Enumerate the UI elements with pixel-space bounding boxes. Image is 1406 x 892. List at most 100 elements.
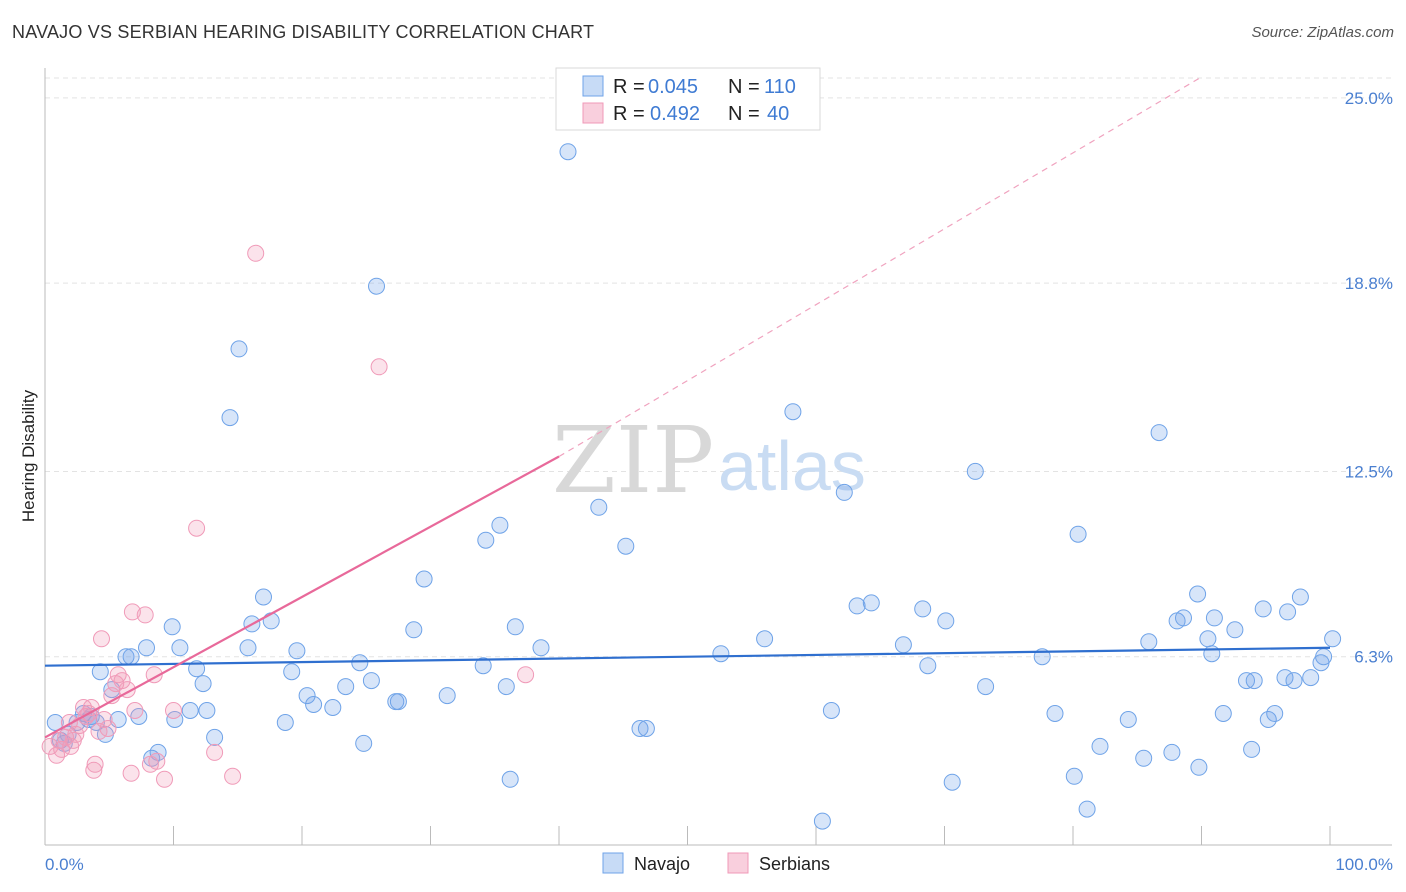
- serbians-point: [188, 519, 206, 537]
- navajo-point: [474, 657, 492, 675]
- navajo-point: [943, 773, 961, 791]
- navajo-point: [1226, 621, 1244, 639]
- navajo-point: [1091, 737, 1109, 755]
- serbians-trend-extension: [558, 76, 1202, 458]
- navajo-point: [351, 654, 369, 672]
- navajo-point: [1243, 740, 1261, 758]
- navajo-point: [1190, 758, 1208, 776]
- serbians-point: [85, 761, 103, 779]
- navajo-point: [977, 678, 995, 696]
- serbians-point: [93, 630, 110, 648]
- legend-serbians-r-value: 0.492: [650, 103, 700, 125]
- grid-lines: [45, 77, 1392, 658]
- navajo-point: [276, 714, 294, 731]
- serbians-point: [50, 731, 68, 749]
- navajo-point: [122, 648, 140, 666]
- y-tick-labels: 6.3% 12.5% 18.8% 25.0%: [1345, 89, 1393, 667]
- y-tick-label: 6.3%: [1354, 648, 1393, 667]
- navajo-point: [1214, 705, 1232, 722]
- navajo-point: [1205, 609, 1223, 627]
- bottom-legend-serbians-swatch: [727, 852, 749, 874]
- watermark-zip: ZIP: [552, 407, 714, 514]
- navajo-point: [324, 699, 342, 716]
- navajo-trend-line: [44, 646, 1331, 667]
- y-tick-label: 25.0%: [1345, 89, 1393, 108]
- serbians-point: [126, 702, 144, 719]
- navajo-point: [230, 340, 248, 358]
- navajo-point: [501, 770, 519, 788]
- legend-navajo-swatch: [582, 75, 604, 97]
- navajo-point: [138, 639, 155, 657]
- navajo-point: [1259, 711, 1277, 728]
- serbians-trend-line: [44, 455, 560, 739]
- serbians-point: [224, 767, 242, 785]
- navajo-point: [1078, 800, 1096, 818]
- x-tick-label-0: 0.0%: [45, 855, 84, 874]
- navajo-point: [506, 618, 524, 636]
- y-tick-label: 18.8%: [1345, 274, 1393, 293]
- bottom-legend-navajo-label: Navajo: [634, 854, 690, 874]
- serbians-point: [247, 244, 265, 262]
- bottom-legend-serbians-label: Serbians: [759, 854, 830, 874]
- navajo-point: [894, 636, 912, 654]
- navajo-point: [149, 743, 167, 761]
- navajo-point: [1046, 705, 1064, 722]
- navajo-point: [1119, 711, 1137, 728]
- serbians-point: [113, 672, 131, 690]
- navajo-point: [919, 657, 937, 675]
- navajo-point: [288, 642, 306, 660]
- legend-serbians-n-label: N =: [728, 103, 760, 125]
- navajo-point: [1279, 603, 1297, 621]
- serbians-point: [99, 720, 117, 737]
- navajo-point: [221, 409, 239, 427]
- navajo-point: [835, 483, 853, 501]
- navajo-point: [415, 570, 433, 588]
- serbians-points: [41, 244, 535, 788]
- navajo-point: [1150, 424, 1168, 442]
- legend-serbians-n-value: 40: [767, 103, 789, 125]
- navajo-point: [405, 621, 423, 639]
- y-tick-label: 12.5%: [1345, 462, 1393, 481]
- navajo-point: [1276, 669, 1294, 687]
- navajo-point: [477, 531, 495, 549]
- chart-title: NAVAJO VS SERBIAN HEARING DISABILITY COR…: [12, 22, 595, 42]
- navajo-point: [298, 687, 316, 705]
- navajo-point: [355, 734, 373, 752]
- y-axis-title: Hearing Disability: [19, 389, 38, 522]
- watermark-atlas: atlas: [718, 427, 866, 505]
- legend-navajo-n-value: 110: [764, 76, 796, 98]
- navajo-point: [532, 639, 550, 657]
- navajo-point: [1135, 749, 1153, 767]
- navajo-point: [198, 702, 216, 719]
- navajo-point: [163, 618, 181, 636]
- navajo-point: [497, 678, 515, 696]
- navajo-point: [255, 588, 272, 606]
- navajo-point: [756, 630, 774, 648]
- legend-navajo-r-value: 0.045: [648, 76, 698, 98]
- navajo-point: [143, 749, 161, 767]
- navajo-point: [559, 143, 577, 161]
- navajo-point: [194, 675, 212, 693]
- serbians-point: [123, 603, 141, 621]
- navajo-point: [262, 612, 280, 630]
- navajo-point: [631, 720, 649, 737]
- navajo-point: [1324, 630, 1342, 648]
- navajo-point: [283, 663, 301, 681]
- navajo-point: [1163, 743, 1181, 761]
- serbians-point: [156, 770, 173, 788]
- navajo-point: [712, 645, 730, 663]
- navajo-point: [937, 612, 955, 630]
- navajo-point: [1065, 767, 1083, 785]
- navajo-point: [389, 693, 407, 711]
- navajo-point: [305, 696, 323, 713]
- navajo-point: [206, 728, 224, 746]
- navajo-point: [1069, 525, 1087, 543]
- navajo-point: [813, 812, 831, 830]
- series-legend: Navajo Serbians: [602, 852, 830, 874]
- serbians-point: [517, 666, 535, 684]
- navajo-point: [1254, 600, 1272, 618]
- navajo-point: [1285, 672, 1303, 690]
- navajo-point: [181, 702, 199, 719]
- navajo-point: [166, 711, 184, 728]
